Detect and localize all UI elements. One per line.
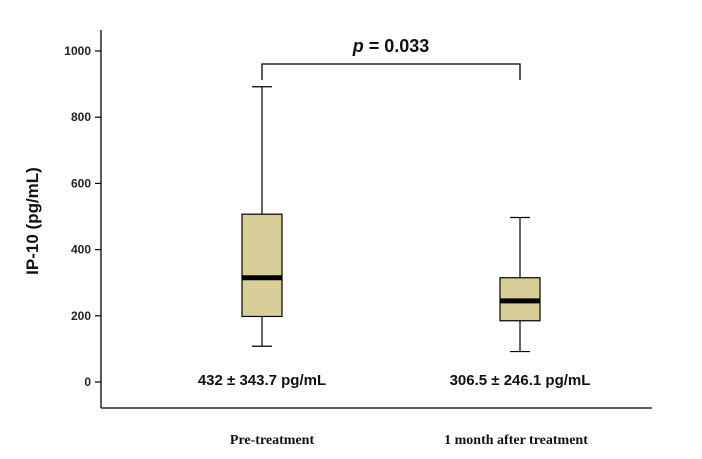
category-label: Pre-treatment [230,433,315,448]
y-tick-label: 0 [84,375,91,389]
y-tick-label: 200 [71,309,91,323]
y-tick-label: 600 [71,176,91,190]
y-tick-label: 800 [71,110,91,124]
p-value-text: = 0.033 [364,36,430,56]
stat-label: 306.5 ± 246.1 pg/mL [450,372,591,389]
p-value-label: p = 0.033 [352,36,430,56]
y-tick-label: 400 [71,243,91,257]
iqr-box [241,213,283,318]
significance-annotation: p = 0.033 [261,36,521,80]
y-tick-label: 1000 [64,44,91,58]
box-group: 306.5 ± 246.1 pg/mL 1 month after treatme… [444,216,591,448]
category-label: 1 month after treatment [444,433,588,448]
box-series: 432 ± 343.7 pg/mL Pre-treatment 306.5 ± 24… [198,86,591,448]
y-axis-label: IP-10 (pg/mL) [23,167,42,275]
stat-label: 432 ± 343.7 pg/mL [198,372,326,389]
axes: 0 200 400 600 800 1000 [64,30,652,409]
box-group: 432 ± 343.7 pg/mL Pre-treatment [198,86,326,448]
p-symbol: p [352,36,364,56]
significance-bracket [261,63,521,80]
